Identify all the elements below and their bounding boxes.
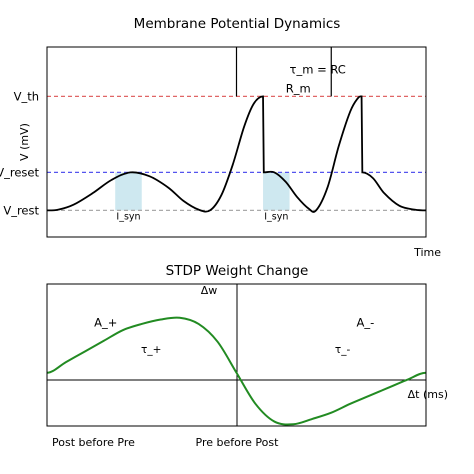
level-label: V_th [14, 89, 39, 103]
stdp-annotations: A_+ τ_+ A_- τ_- [94, 316, 374, 357]
isyn-label: I_syn [116, 211, 140, 222]
stdp-ylabel: Δw [201, 284, 218, 297]
isyn-label: I_syn [264, 211, 288, 222]
spike-marker-lines [235, 47, 332, 97]
level-label: V_reset [0, 165, 39, 179]
isyn-shaded-region [263, 172, 290, 211]
membrane-trace [46, 95, 427, 213]
bottom-label-post-before-pre: Post before Pre [52, 436, 135, 449]
voltage-level-labels: V_th V_reset V_rest [0, 89, 39, 217]
membrane-annotation: R_m [286, 82, 311, 96]
stdp-annotation: A_+ [94, 316, 117, 330]
stdp-curve [46, 316, 427, 426]
stdp-chart-title: STDP Weight Change [166, 263, 309, 279]
membrane-chart-title: Membrane Potential Dynamics [134, 16, 341, 32]
stdp-chart: STDP Weight Change Δw Δt (ms) A_+ τ_+ A_- τ… [46, 263, 448, 449]
membrane-annotation: τ_m = RC [290, 63, 346, 77]
membrane-chart: Membrane Potential Dynamics I_syn I_syn V… [0, 16, 441, 259]
bottom-label-pre-before-post: Pre before Post [196, 436, 280, 449]
stdp-annotation: τ_+ [141, 344, 161, 356]
stdp-xlabel: Δt (ms) [408, 388, 448, 401]
membrane-annotations: τ_m = RC R_m [286, 63, 346, 96]
stdp-plot-frame [46, 283, 427, 427]
stdp-annotation: τ_- [335, 344, 351, 356]
membrane-xlabel: Time [413, 246, 441, 259]
isyn-shaded-region [115, 172, 142, 211]
isyn-shaded-regions: I_syn I_syn [115, 172, 290, 222]
membrane-ylabel: V (mV) [18, 123, 31, 161]
level-label: V_rest [3, 203, 39, 217]
stdp-annotation: A_- [356, 316, 374, 330]
membrane-plot-frame [46, 46, 427, 238]
